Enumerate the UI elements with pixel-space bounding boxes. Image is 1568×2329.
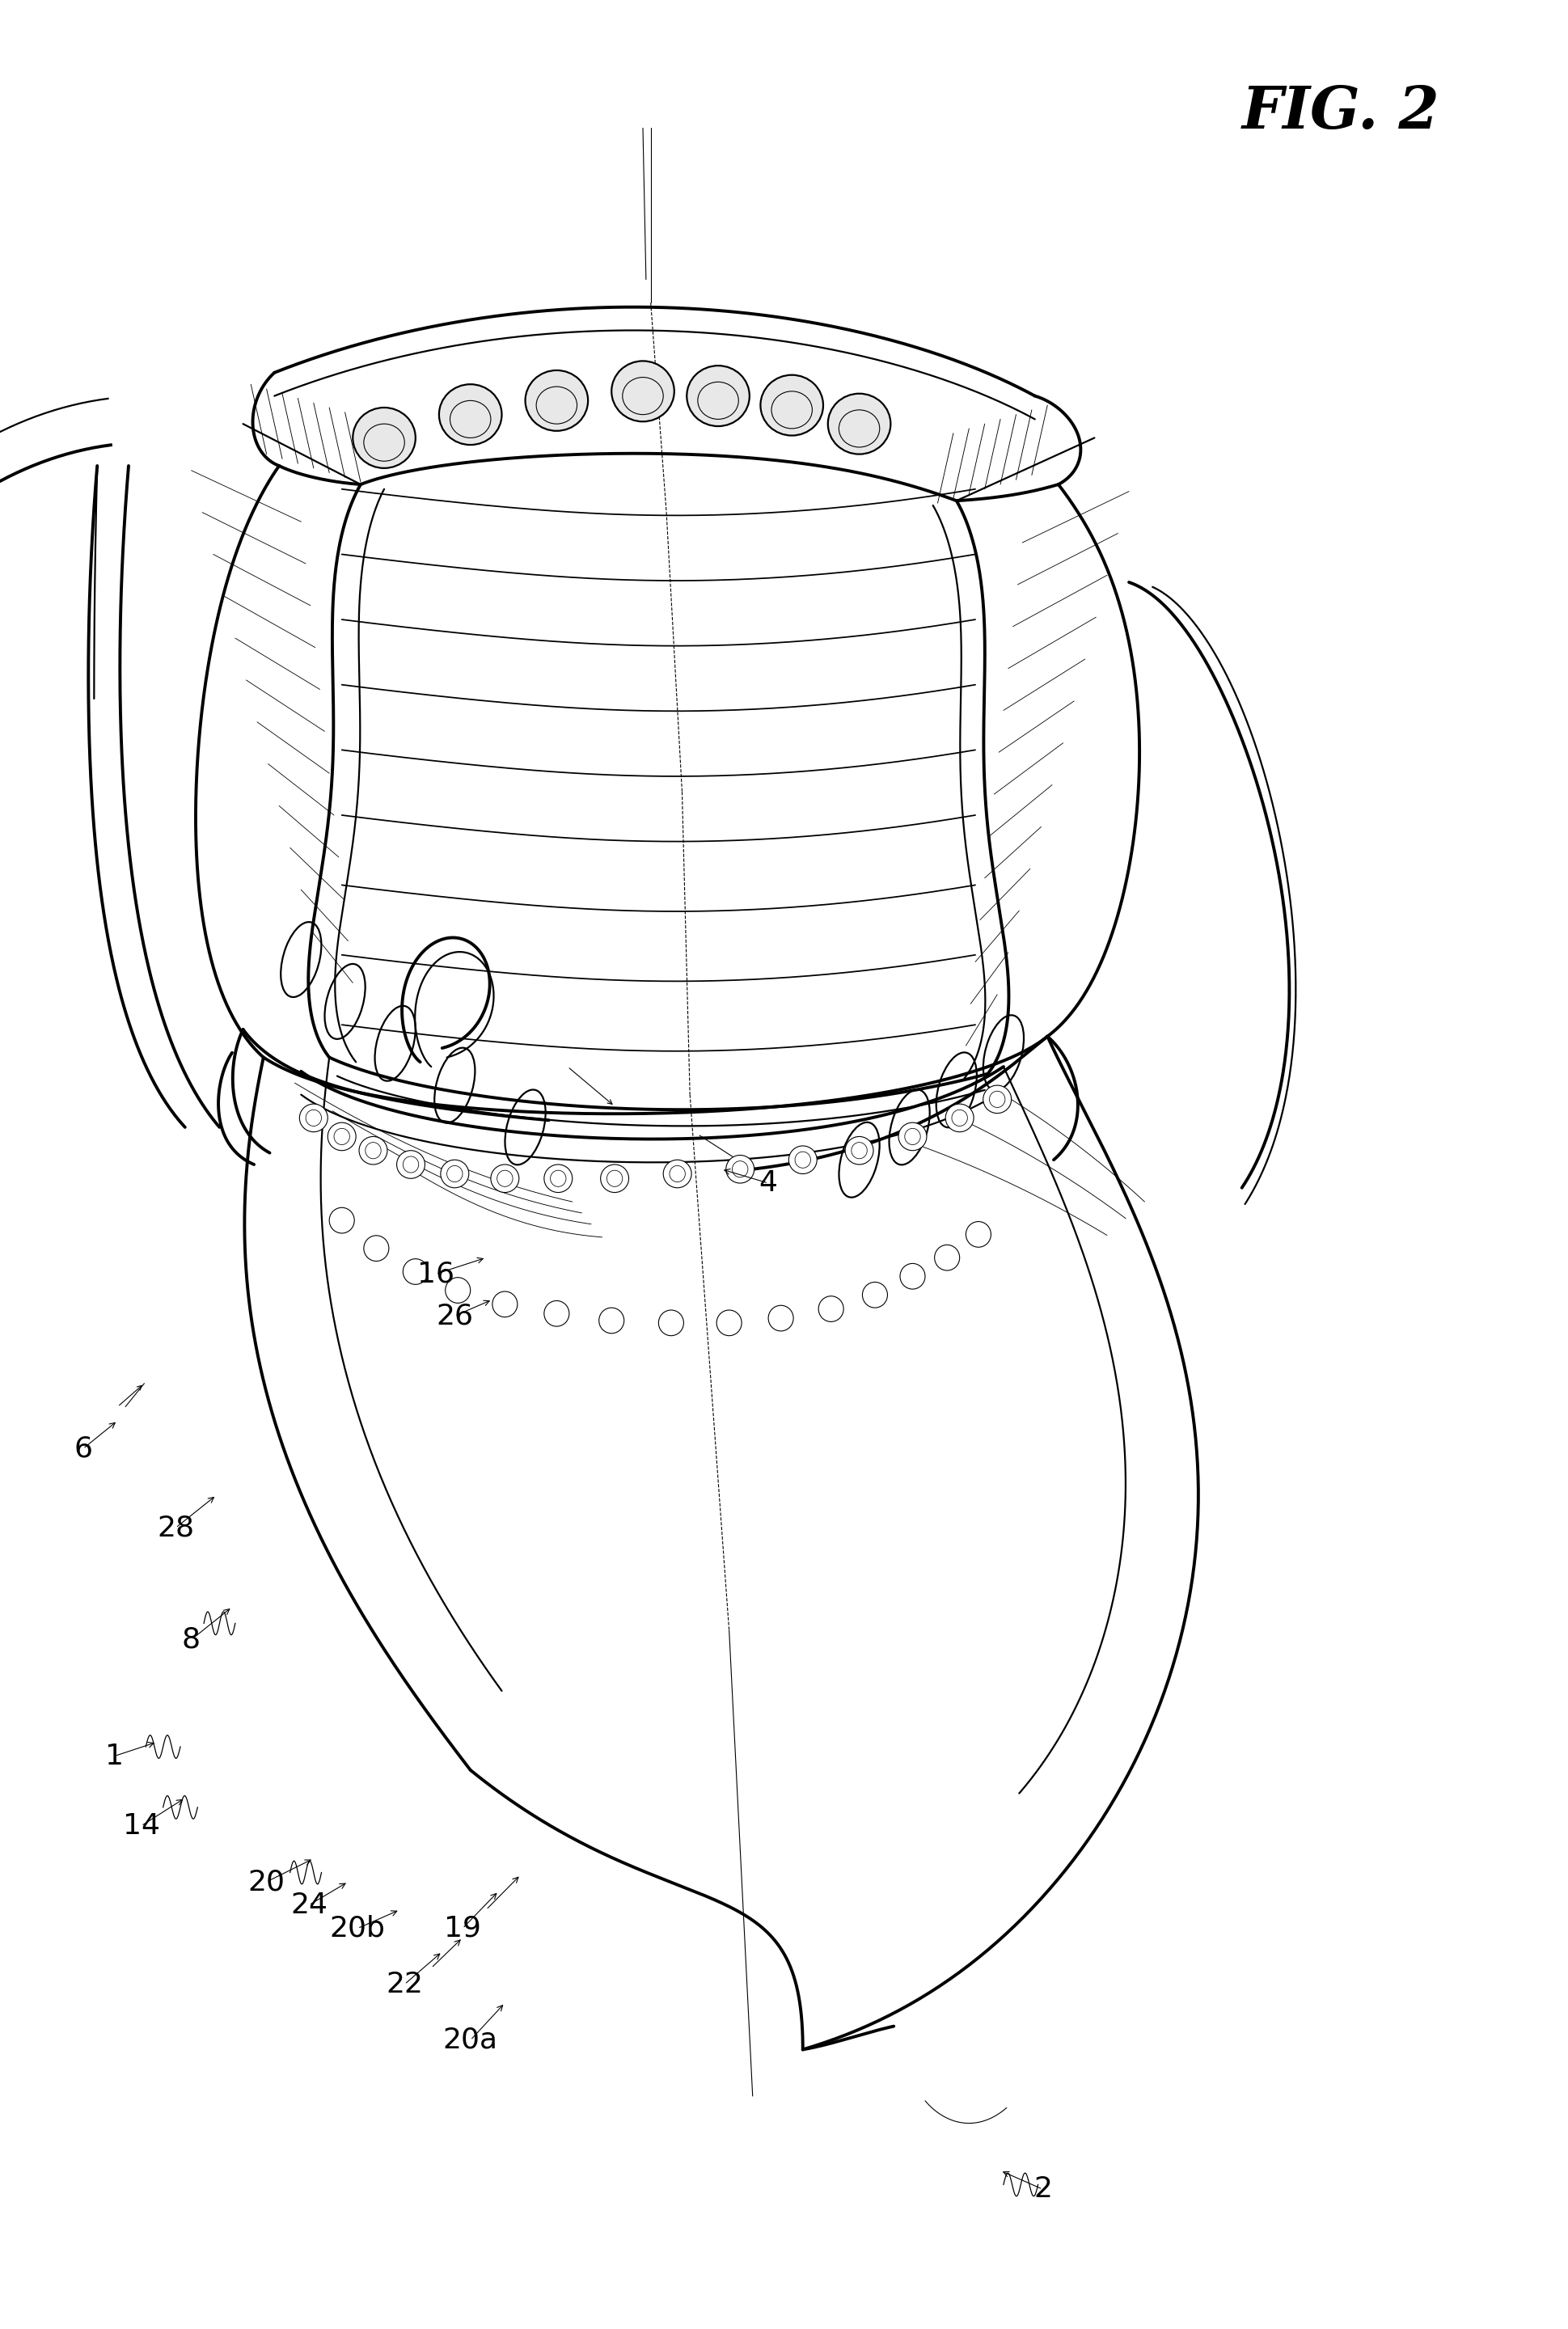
Ellipse shape — [329, 1209, 354, 1234]
Ellipse shape — [898, 1123, 927, 1151]
Ellipse shape — [445, 1279, 470, 1304]
Ellipse shape — [726, 1155, 754, 1183]
Ellipse shape — [966, 1223, 991, 1248]
Text: 20b: 20b — [329, 1914, 386, 1942]
Ellipse shape — [491, 1164, 519, 1192]
Ellipse shape — [983, 1085, 1011, 1113]
Ellipse shape — [397, 1151, 425, 1178]
Text: 26: 26 — [436, 1302, 474, 1330]
Text: 20: 20 — [248, 1868, 285, 1896]
Ellipse shape — [439, 384, 502, 445]
Ellipse shape — [525, 370, 588, 431]
Ellipse shape — [328, 1123, 356, 1151]
Ellipse shape — [359, 1137, 387, 1164]
Text: 24: 24 — [290, 1891, 328, 1919]
Ellipse shape — [612, 361, 674, 422]
Ellipse shape — [789, 1146, 817, 1174]
Ellipse shape — [601, 1164, 629, 1192]
Text: 2: 2 — [1033, 2175, 1052, 2203]
Ellipse shape — [353, 408, 416, 468]
Ellipse shape — [862, 1283, 887, 1309]
Text: FIG. 2: FIG. 2 — [1242, 84, 1439, 140]
Ellipse shape — [760, 375, 823, 436]
Ellipse shape — [935, 1244, 960, 1272]
Ellipse shape — [845, 1137, 873, 1164]
Text: 19: 19 — [444, 1914, 481, 1942]
Ellipse shape — [818, 1295, 844, 1323]
Ellipse shape — [828, 394, 891, 454]
Text: 28: 28 — [157, 1514, 194, 1542]
Ellipse shape — [544, 1300, 569, 1328]
Ellipse shape — [403, 1260, 428, 1286]
Text: 14: 14 — [122, 1812, 160, 1840]
Ellipse shape — [441, 1160, 469, 1188]
Text: 8: 8 — [182, 1626, 201, 1654]
Ellipse shape — [544, 1164, 572, 1192]
Text: 4: 4 — [759, 1169, 778, 1197]
Text: 6: 6 — [74, 1435, 93, 1463]
Ellipse shape — [663, 1160, 691, 1188]
Ellipse shape — [768, 1304, 793, 1332]
Ellipse shape — [364, 1234, 389, 1262]
Text: 1: 1 — [105, 1742, 124, 1770]
Ellipse shape — [659, 1309, 684, 1337]
Text: 22: 22 — [386, 1970, 423, 1998]
Ellipse shape — [946, 1104, 974, 1132]
Text: 16: 16 — [417, 1260, 455, 1288]
Text: 20a: 20a — [442, 2026, 499, 2054]
Ellipse shape — [599, 1309, 624, 1332]
Ellipse shape — [492, 1290, 517, 1318]
Ellipse shape — [299, 1104, 328, 1132]
Ellipse shape — [900, 1265, 925, 1290]
Ellipse shape — [687, 366, 750, 426]
Ellipse shape — [717, 1309, 742, 1337]
